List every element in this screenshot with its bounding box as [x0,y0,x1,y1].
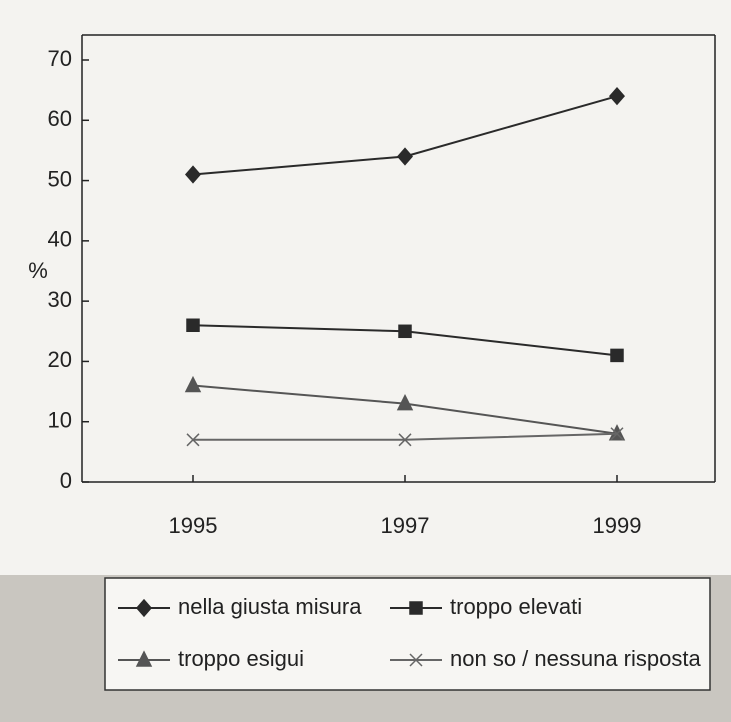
marker [186,318,200,333]
y-tick-label: 0 [60,468,72,493]
y-tick-label: 10 [48,408,72,433]
x-tick-label: 1999 [593,513,642,538]
marker [184,375,202,393]
y-axis-label: % [28,258,48,283]
marker [396,393,414,411]
y-tick-label: 30 [48,287,72,312]
marker [610,348,624,363]
x-tick-label: 1995 [169,513,218,538]
marker [398,324,412,339]
marker [136,598,152,618]
marker [610,427,624,441]
marker [397,147,413,166]
x-tick-label: 1997 [381,513,430,538]
y-tick-label: 40 [48,227,72,252]
marker [185,165,201,184]
marker [409,653,423,667]
y-tick-label: 20 [48,347,72,372]
legend-label: troppo esigui [178,646,304,671]
marker [609,87,625,106]
legend-label: nella giusta misura [178,594,362,619]
marker [186,433,200,447]
chart-background [0,0,731,575]
y-tick-label: 70 [48,46,72,71]
marker [409,601,423,615]
legend-label: non so / nessuna risposta [450,646,701,671]
legend-box [104,577,711,691]
marker [135,650,153,667]
marker [398,433,412,447]
y-tick-label: 50 [48,166,72,191]
y-tick-label: 60 [48,106,72,131]
legend-label: troppo elevati [450,594,582,619]
